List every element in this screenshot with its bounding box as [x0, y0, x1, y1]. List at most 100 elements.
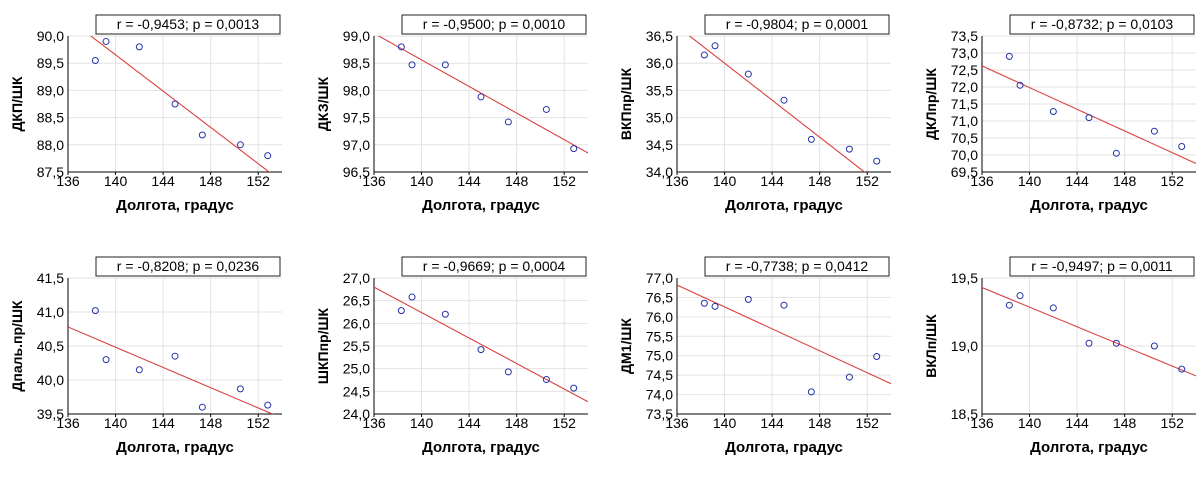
x-axis-label: Долгота, градус — [1030, 197, 1148, 214]
data-point — [91, 56, 99, 64]
y-tick-label: 73,5 — [646, 406, 673, 422]
axes-frame — [676, 36, 891, 173]
x-axis-label: Долгота, градус — [422, 439, 540, 456]
data-point — [873, 352, 881, 360]
x-tick-label: 136 — [56, 173, 80, 189]
axes-frame — [676, 278, 891, 415]
x-tick-label: 136 — [970, 415, 994, 431]
y-tick-label: 75,0 — [646, 348, 673, 364]
correlation-annotation: r = -0,9804; p = 0,0001 — [726, 16, 869, 32]
correlation-box — [401, 256, 587, 277]
data-point — [1049, 304, 1057, 312]
x-tick-label: 140 — [1018, 173, 1042, 189]
scatter-chart-8: 136 140 144 148 152 18,5 19,0 19,5 r = -0,9497; … — [923, 256, 1196, 456]
data-point — [504, 118, 512, 126]
x-tick-label: 144 — [1065, 173, 1089, 189]
x-tick-label: 140 — [410, 415, 434, 431]
scatter-chart-7: 136 140 144 148 152 73,5 74,0 74,5 75,0 75,5 76,0 7… — [618, 256, 891, 456]
data-point — [236, 141, 244, 149]
x-tick-label: 140 — [713, 173, 737, 189]
data-point — [1112, 149, 1120, 157]
correlation-box — [95, 14, 281, 35]
x-tick-label: 152 — [856, 173, 880, 189]
y-tick-label: 74,5 — [646, 367, 673, 383]
y-axis-label: ВКЛп/ШК — [923, 314, 939, 378]
scatter-panel-2: 136 140 144 148 152 96,5 97,0 97,5 98,0 98,5 99,0 r… — [306, 0, 596, 230]
x-tick-label: 152 — [1161, 415, 1185, 431]
correlation-annotation: r = -0,9453; p = 0,0013 — [117, 16, 260, 32]
x-tick-label: 144 — [760, 173, 784, 189]
data-point — [397, 43, 405, 51]
correlation-annotation: r = -0,8732; p = 0,0103 — [1031, 16, 1174, 32]
x-tick-label: 152 — [553, 415, 577, 431]
scatter-panel-3: 136 140 144 148 152 34,0 34,5 35,0 35,5 36,0 36,5 r… — [609, 0, 899, 230]
y-tick-label: 89,0 — [37, 82, 64, 98]
x-tick-label: 136 — [362, 415, 386, 431]
y-tick-label: 76,5 — [646, 289, 673, 305]
y-axis-label: ДКЛпр/ШК — [923, 68, 939, 140]
scatter-chart-6: 136 140 144 148 152 24,0 24,5 25,0 25,5 26,0 26,5 2… — [315, 256, 588, 456]
data-point — [711, 302, 719, 310]
data-point — [807, 135, 815, 143]
y-tick-label: 41,5 — [37, 270, 64, 286]
scatter-panel-4: 136 140 144 148 152 69,5 70,0 70,5 71,0 71,5 72,0 7… — [914, 0, 1204, 230]
data-point — [236, 385, 244, 393]
x-tick-label: 152 — [247, 173, 271, 189]
data-point — [1005, 301, 1013, 309]
scatter-panel-1: 136 140 144 148 152 87,5 88,0 88,5 89,0 89,5 90,0 r… — [0, 0, 290, 230]
y-tick-label: 87,5 — [37, 164, 64, 180]
x-tick-label: 140 — [1018, 415, 1042, 431]
y-tick-label: 40,0 — [37, 372, 64, 388]
data-point — [1178, 365, 1186, 373]
data-point — [542, 105, 550, 113]
x-tick-label: 140 — [104, 173, 128, 189]
y-tick-label: 19,5 — [951, 270, 978, 286]
x-tick-label: 152 — [553, 173, 577, 189]
y-tick-label: 74,0 — [646, 387, 673, 403]
y-tick-label: 88,0 — [37, 137, 64, 153]
y-tick-label: 88,5 — [37, 110, 64, 126]
x-tick-label: 148 — [199, 415, 223, 431]
x-tick-label: 148 — [505, 415, 529, 431]
data-point — [1049, 107, 1057, 115]
x-tick-label: 136 — [362, 173, 386, 189]
y-tick-label: 36,0 — [646, 55, 673, 71]
y-tick-label: 70,0 — [951, 147, 978, 163]
x-tick-label: 144 — [151, 415, 175, 431]
regression-line — [688, 36, 866, 172]
y-tick-label: 25,5 — [343, 338, 370, 354]
y-tick-label: 24,0 — [343, 406, 370, 422]
data-point — [1016, 292, 1024, 300]
y-tick-label: 71,0 — [951, 113, 978, 129]
x-axis-label: Долгота, градус — [725, 439, 843, 456]
data-point — [711, 42, 719, 50]
y-axis-label: ДКП/ШК — [9, 76, 25, 132]
x-tick-label: 144 — [457, 173, 481, 189]
axes-frame — [373, 36, 588, 173]
data-point — [441, 61, 449, 69]
data-point — [570, 384, 578, 392]
correlation-annotation: r = -0,7738; p = 0,0412 — [726, 258, 869, 274]
y-tick-label: 90,0 — [37, 28, 64, 44]
x-tick-label: 152 — [856, 415, 880, 431]
y-tick-label: 39,5 — [37, 406, 64, 422]
data-point — [1005, 52, 1013, 60]
x-tick-label: 140 — [410, 173, 434, 189]
y-tick-label: 73,0 — [951, 45, 978, 61]
data-point — [102, 356, 110, 364]
correlation-annotation: r = -0,9669; p = 0,0004 — [423, 258, 566, 274]
data-point — [1178, 143, 1186, 150]
correlation-box — [1009, 14, 1195, 35]
x-tick-label: 136 — [665, 415, 689, 431]
regression-line — [374, 286, 588, 403]
correlation-box — [401, 14, 587, 35]
x-axis-label: Долгота, градус — [1030, 439, 1148, 456]
x-tick-label: 148 — [808, 415, 832, 431]
y-axis-label: ВКПпр/ШК — [618, 67, 634, 140]
x-tick-label: 144 — [1065, 415, 1089, 431]
scatter-chart-1: 136 140 144 148 152 87,5 88,0 88,5 89,0 89,5 90,0 r… — [9, 14, 282, 214]
data-point — [1085, 114, 1093, 122]
correlation-annotation: r = -0,9497; p = 0,0011 — [1031, 258, 1173, 274]
regression-line — [677, 284, 891, 385]
x-tick-label: 148 — [1113, 415, 1137, 431]
